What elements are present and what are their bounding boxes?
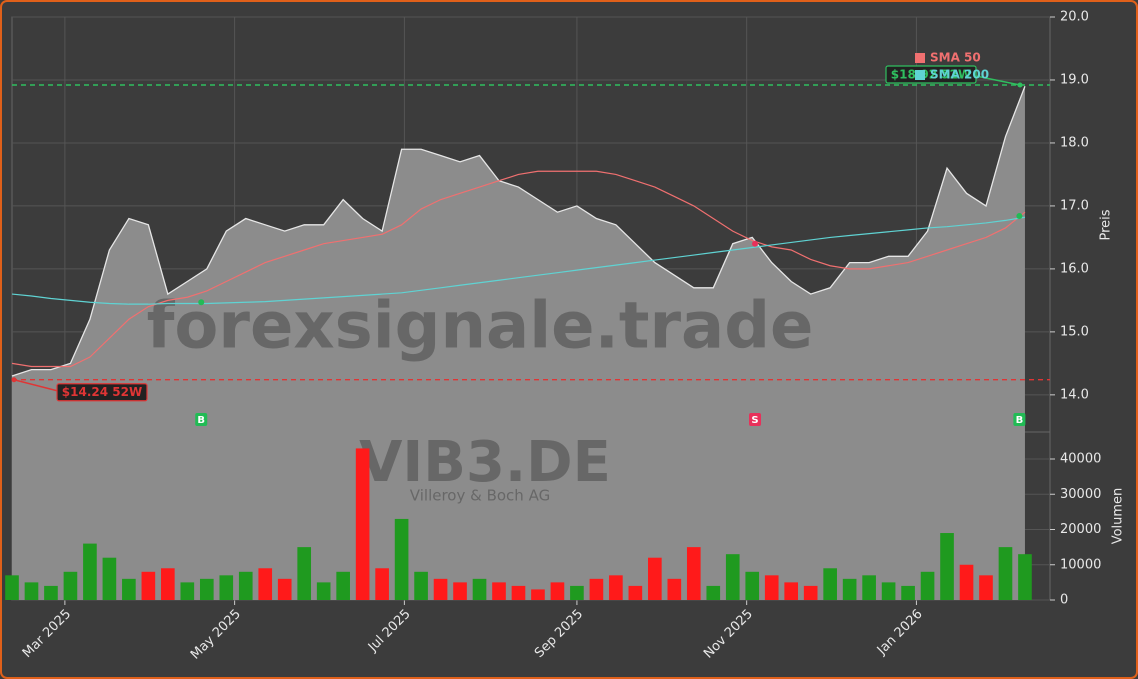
volume-bar	[277, 578, 292, 600]
volume-bar	[589, 578, 604, 600]
y-tick-label: 30000	[1060, 487, 1101, 502]
price-line	[11, 86, 1026, 377]
annotation-arrow-head	[11, 377, 17, 383]
y-tick-label: 20.0	[1060, 10, 1089, 25]
volume-bar	[472, 578, 487, 600]
signal-dot	[198, 299, 205, 306]
volume-bar	[667, 578, 682, 600]
volume-bar	[316, 582, 331, 600]
volume-bar	[764, 575, 779, 600]
y-axis-label: Preis	[1099, 209, 1114, 240]
y-tick-label: 40000	[1060, 452, 1101, 467]
volume-bar	[862, 575, 876, 600]
sma-line	[11, 170, 1026, 368]
subtitle: Villeroy & Boch AG	[410, 487, 550, 505]
annotation-label: $14.24 52W	[62, 385, 142, 399]
signal-badge	[195, 413, 208, 426]
annotation-label: $18.92 52W	[891, 68, 971, 82]
volume-bar	[842, 578, 857, 600]
y-tick-label: 0	[1060, 593, 1068, 608]
volume-bar	[355, 448, 370, 600]
volume-bar	[375, 568, 389, 600]
volume-bar	[1018, 554, 1032, 600]
annotation-box	[885, 65, 977, 84]
volume-bar	[258, 568, 273, 600]
volume-bar	[199, 578, 214, 600]
volume-bar	[63, 571, 78, 600]
sma-line	[11, 216, 1026, 305]
volume-bar	[433, 578, 448, 600]
signal-label: S	[751, 415, 758, 426]
legend-swatch	[915, 53, 925, 63]
volume-bar	[180, 582, 195, 600]
volume-bar	[648, 557, 662, 600]
volume-bar	[550, 582, 565, 600]
volume-bar	[901, 585, 915, 600]
volume-bar	[745, 571, 760, 600]
volume-bar	[823, 568, 837, 600]
volume-bar	[24, 582, 39, 600]
y-tick-label: 16.0	[1060, 261, 1089, 276]
volume-bar	[122, 578, 136, 600]
y-tick-label: 19.0	[1060, 72, 1089, 87]
legend-label: SMA 50	[930, 51, 981, 65]
volume-bar	[492, 582, 506, 600]
volume-bar	[511, 585, 526, 600]
watermark: forexsignale.trade	[147, 290, 814, 364]
volume-bar	[141, 571, 156, 600]
volume-bar	[5, 575, 19, 600]
annotation-arrow	[13, 379, 62, 393]
volume-bar	[238, 571, 253, 600]
volume-bar	[297, 547, 312, 600]
volume-bar	[531, 589, 545, 600]
volume-bar	[959, 564, 974, 600]
volume-bar	[83, 543, 97, 600]
volume-bar	[940, 533, 954, 600]
watermark: VIB3.DE	[359, 430, 611, 495]
y-tick-label: 20000	[1060, 522, 1101, 537]
volume-bar	[336, 571, 350, 600]
volume-bar	[803, 585, 818, 600]
volume-bar	[609, 575, 623, 600]
volume-bar	[706, 585, 721, 600]
y-tick-label: 17.0	[1060, 198, 1089, 213]
volume-bar	[44, 585, 58, 600]
volume-bar	[784, 582, 799, 600]
y-tick-label: 15.0	[1060, 324, 1089, 339]
signal-badge	[749, 413, 762, 426]
signal-dot	[1016, 212, 1023, 219]
signal-badge	[1013, 413, 1026, 426]
volume-bar	[979, 575, 993, 600]
price-area	[12, 86, 1025, 601]
volume-bar	[686, 547, 701, 600]
volume-bar	[628, 585, 643, 600]
annotation-box	[56, 383, 148, 402]
volume-bar	[414, 571, 428, 600]
y-tick-label: 18.0	[1060, 135, 1089, 150]
signal-label: B	[1016, 415, 1024, 426]
volume-bar	[453, 582, 467, 600]
y-axis-label: Volumen	[1111, 488, 1126, 545]
volume-bar	[998, 547, 1013, 600]
volume-bar	[881, 582, 896, 600]
volume-bar	[394, 518, 409, 600]
volume-bar	[219, 575, 234, 600]
legend-label: SMA 200	[930, 68, 989, 82]
y-tick-label: 14.0	[1060, 387, 1089, 402]
volume-bar	[725, 554, 740, 600]
signal-dot	[752, 240, 759, 247]
volume-bar	[920, 571, 935, 600]
y-tick-label: 10000	[1060, 557, 1101, 572]
annotation-arrow-head	[1017, 82, 1023, 88]
signal-label: B	[197, 415, 205, 426]
volume-bar	[570, 585, 584, 600]
volume-bar	[161, 568, 175, 600]
volume-bar	[102, 557, 117, 600]
legend-swatch	[915, 70, 925, 80]
